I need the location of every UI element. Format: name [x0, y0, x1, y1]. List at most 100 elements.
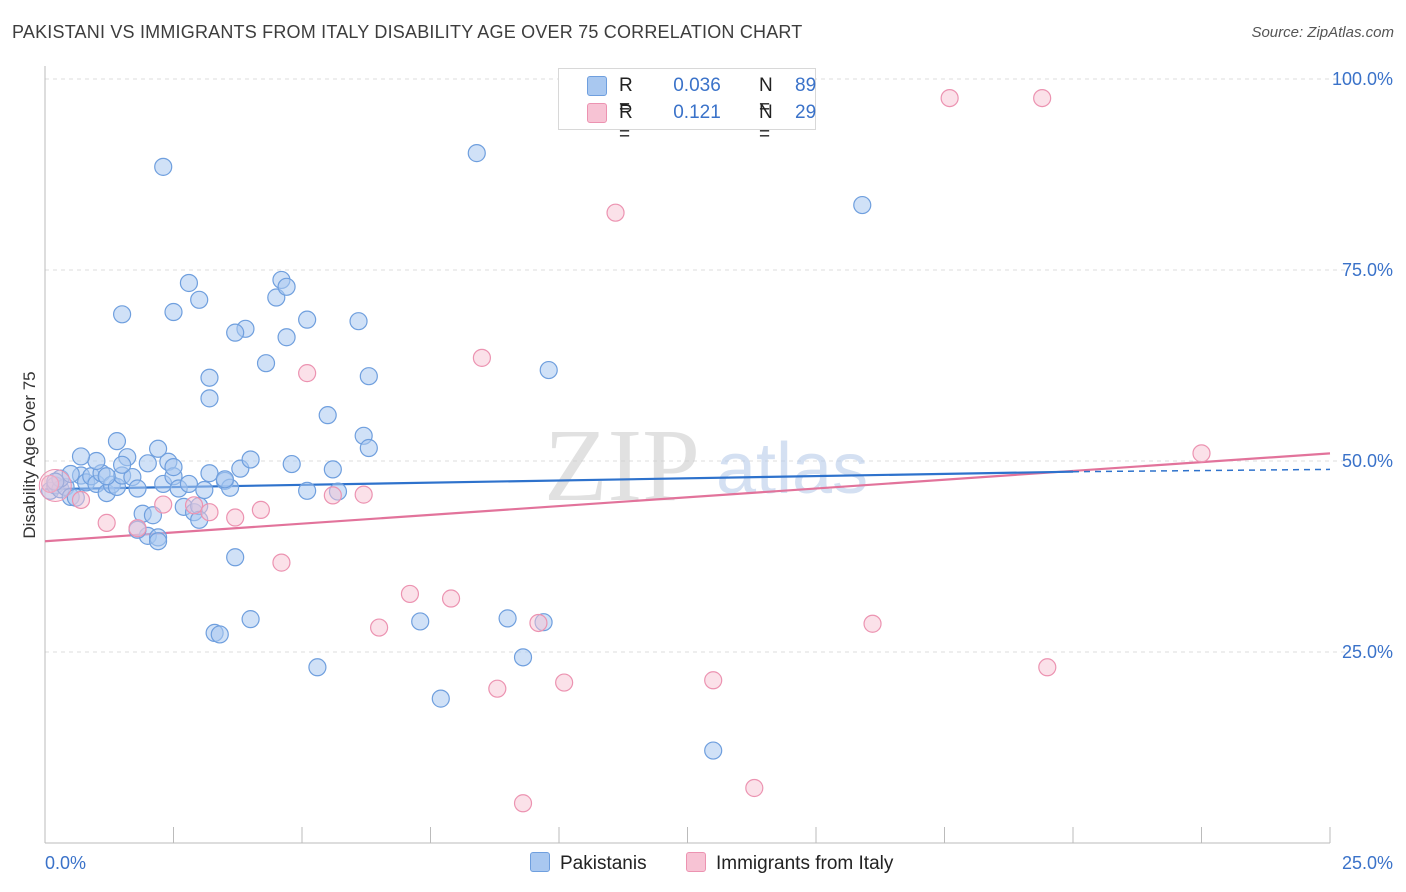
- pakistanis-point: [154, 157, 173, 176]
- immigrants-from-italy-point: [354, 485, 373, 504]
- immigrants-from-italy-cluster-point: [38, 468, 72, 502]
- immigrants-from-italy-point: [1033, 88, 1052, 108]
- y-tick-label: 100.0%: [1332, 69, 1393, 89]
- pakistanis-point: [164, 302, 183, 322]
- immigrants-from-italy-point: [441, 589, 461, 608]
- pakistanis-point: [282, 454, 301, 474]
- pakistanis-point: [200, 389, 219, 408]
- immigrants-from-italy-point: [154, 495, 173, 514]
- pakistanis-point: [704, 741, 723, 760]
- trend-line-pakistanis-extension: [1072, 468, 1331, 473]
- pakistanis-point: [467, 144, 486, 163]
- immigrants-from-italy-point: [745, 778, 764, 798]
- trend-line-immigrants-from-italy: [44, 452, 1331, 543]
- pakistanis-point: [179, 474, 199, 494]
- watermark-atlas: atlas: [716, 429, 868, 509]
- pakistanis-point: [107, 432, 127, 451]
- pakistanis-point: [359, 367, 378, 386]
- immigrants-from-italy-point: [488, 679, 507, 698]
- x-tick-label: 0.0%: [45, 853, 86, 873]
- immigrants-from-italy-point: [226, 508, 245, 527]
- pakistanis-point: [359, 438, 378, 458]
- y-tick-label: 25.0%: [1342, 642, 1393, 662]
- pakistanis-point: [200, 464, 219, 483]
- pakistanis-point: [71, 447, 91, 466]
- pakistanis-point: [539, 360, 558, 380]
- pakistanis-point: [513, 648, 533, 667]
- pakistanis-point: [308, 658, 327, 677]
- pakistanis-point: [318, 406, 337, 425]
- pakistanis-point: [277, 277, 296, 296]
- legend-r-value: 0.036: [673, 75, 721, 96]
- pakistanis-point: [164, 458, 183, 477]
- pakistanis-point: [138, 454, 157, 473]
- pakistanis-point: [200, 368, 219, 387]
- legend-r-label: R =: [619, 75, 633, 118]
- legend-n-label: N =: [759, 102, 773, 145]
- legend-r-label: R =: [619, 102, 633, 145]
- y-tick-label: 50.0%: [1342, 451, 1393, 471]
- pakistanis-point: [349, 312, 368, 331]
- pakistanis-point: [241, 610, 260, 629]
- pakistanis-point: [148, 439, 168, 458]
- immigrants-from-italy-point: [606, 203, 625, 222]
- immigrants-from-italy-point: [41, 474, 60, 494]
- immigrants-from-italy-point: [863, 614, 882, 633]
- stats-legend: R = 0.036 N = 89 R = 0.121 N = 29: [558, 68, 817, 145]
- tick-labels: 25.0% 50.0% 75.0% 100.0% 0.0% 25.0%: [45, 69, 1393, 873]
- immigrants-from-italy-point: [251, 500, 270, 519]
- pakistanis-point: [298, 481, 317, 500]
- legend-n-label: N =: [759, 75, 773, 118]
- immigrants-from-italy-point: [555, 673, 574, 692]
- legend-n-value: 29: [795, 102, 817, 123]
- bottom-legend-pakistanis: Pakistanis: [530, 852, 647, 875]
- pakistanis-point: [112, 455, 132, 474]
- immigrants-from-italy-point: [272, 553, 291, 572]
- immigrants-from-italy-point: [370, 618, 389, 637]
- immigrants-from-italy-point: [323, 486, 342, 505]
- immigrants-from-italy-point: [128, 519, 147, 538]
- immigrants-from-italy-point: [71, 490, 91, 510]
- pakistanis-point: [226, 323, 245, 342]
- pakistanis-point: [241, 450, 260, 469]
- immigrants-from-italy-point: [1192, 444, 1211, 463]
- legend-swatch-blue: [587, 76, 607, 96]
- pakistanis-point: [431, 689, 450, 708]
- pakistanis-point: [148, 532, 168, 551]
- trend-line-pakistanis: [44, 470, 1074, 491]
- immigrants-from-italy-point: [513, 794, 533, 813]
- bottom-legend-italy: Immigrants from Italy: [686, 852, 893, 875]
- pakistanis-point: [195, 480, 214, 500]
- chart-title: PAKISTANI VS IMMIGRANTS FROM ITALY DISAB…: [12, 22, 803, 42]
- watermark: ZIP atlas: [544, 408, 868, 523]
- immigrants-from-italy-point: [184, 496, 204, 515]
- axes: [44, 66, 1331, 844]
- bottom-legend-label: Pakistanis: [560, 853, 647, 874]
- immigrants-from-italy-point: [472, 348, 491, 367]
- bottom-legend-label: Immigrants from Italy: [716, 853, 894, 874]
- immigrants-from-italy-point: [97, 513, 116, 532]
- bottom-legend-swatch-blue: [530, 852, 550, 872]
- chart-source: Source: ZipAtlas.com: [1251, 24, 1394, 41]
- pakistanis-point: [97, 467, 116, 486]
- pakistanis-point: [323, 460, 342, 479]
- legend-r-value: 0.121: [673, 102, 721, 123]
- pakistanis-point: [498, 609, 517, 628]
- pakistanis-point: [277, 328, 296, 347]
- y-tick-label: 75.0%: [1342, 260, 1393, 280]
- watermark-zip: ZIP: [544, 408, 700, 523]
- immigrants-from-italy-point: [298, 364, 317, 383]
- y-axis-label: Disability Age Over 75: [20, 371, 39, 539]
- immigrants-from-italy-point: [704, 671, 723, 690]
- pakistanis-point: [226, 548, 245, 567]
- trend-lines: [44, 452, 1331, 543]
- pakistanis-point: [256, 354, 276, 373]
- x-tick-label: 25.0%: [1342, 853, 1393, 873]
- bottom-legend-swatch-pink: [686, 852, 706, 872]
- immigrants-from-italy-point: [200, 503, 219, 522]
- pakistanis-point: [190, 290, 209, 309]
- legend-n-value: 89: [795, 75, 817, 96]
- immigrants-from-italy-point: [1038, 658, 1057, 677]
- pakistanis-point: [210, 625, 229, 644]
